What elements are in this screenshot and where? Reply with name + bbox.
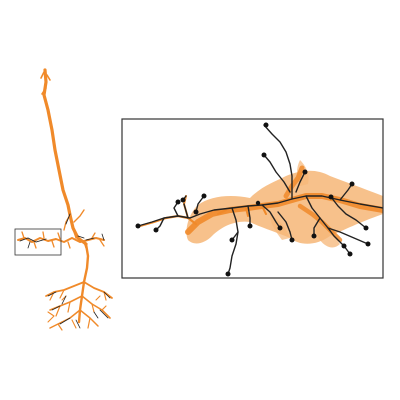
- skeleton-node: [365, 241, 371, 247]
- zoom-region-box: [14, 228, 62, 256]
- skeleton-node: [229, 237, 235, 243]
- skeleton-node: [349, 181, 355, 187]
- skeleton-node: [255, 200, 261, 206]
- skeleton-node: [263, 122, 269, 128]
- skeleton-node: [341, 243, 347, 249]
- skeleton-node: [175, 199, 181, 205]
- skeleton-node: [180, 197, 186, 203]
- skeleton-node: [225, 271, 231, 277]
- skeleton-node: [328, 194, 334, 200]
- skeleton-node: [135, 223, 141, 229]
- neuron-overview-icon: [17, 68, 113, 331]
- skeleton-nodes: [135, 122, 371, 277]
- skeleton-node: [153, 227, 159, 233]
- skeleton-node: [289, 237, 295, 243]
- inset-frame: [121, 118, 384, 279]
- zoom-inset-panel: [121, 118, 384, 279]
- overview-skeleton: [19, 213, 111, 329]
- skeleton-node: [193, 209, 199, 215]
- dendrite-skeleton: [137, 124, 383, 275]
- skeleton-node: [347, 251, 353, 257]
- overview-panel: [14, 68, 113, 331]
- skeleton-node: [261, 152, 267, 158]
- skeleton-node: [302, 169, 308, 175]
- skeleton-node: [201, 193, 207, 199]
- skeleton-node: [277, 225, 283, 231]
- skeleton-node: [311, 233, 317, 239]
- skeleton-node: [247, 223, 253, 229]
- skeleton-node: [363, 225, 369, 231]
